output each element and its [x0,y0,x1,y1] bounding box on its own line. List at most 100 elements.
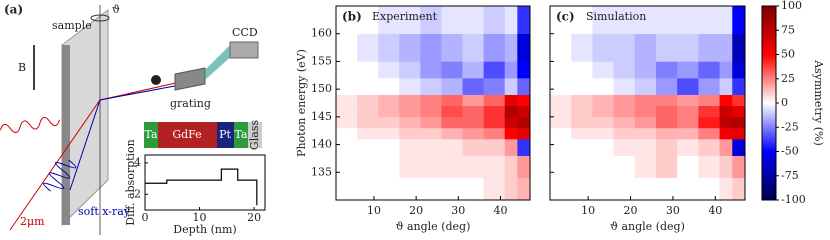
line [145,168,258,206]
x-tick-label: 0 [142,211,149,224]
heatmap-cell [613,155,636,179]
plot-frame [144,154,266,211]
label: B [18,61,26,74]
heatmap-cell [677,94,699,107]
heatmap-cell [336,78,358,95]
heatmap-cell [420,33,442,62]
colorbar [761,5,777,201]
heatmap-cell [504,155,518,179]
heatmap-cell [732,177,746,201]
heatmap-cell [698,127,720,140]
heatmap-cell [732,94,746,107]
heatmap-cell [719,61,733,79]
heatmap-cell [571,33,593,62]
heatmap-cell [592,127,614,140]
heatmap-cell [504,116,518,129]
heatmap-cell [441,61,463,79]
heatmap-cell [357,61,379,79]
heatmap-cell [698,105,720,118]
heatmap-cell [357,127,379,140]
heatmap-cell [613,6,636,35]
heatmap-cell [483,155,505,179]
heatmap-cell [336,33,358,62]
heatmap-cell [441,105,463,118]
heatmap-cell [550,105,572,118]
heatmap-cell [483,177,505,201]
heatmap-cell [655,6,678,35]
x-tick-label: 10 [193,211,207,224]
heatmap-cell [655,116,678,129]
heatmap-cell [399,94,421,107]
y-axis-label: Diff. absorption [124,139,137,226]
heatmap-cell [378,78,400,95]
heatmap-cell [634,61,657,79]
x-tick-label: 20 [409,204,423,217]
heatmap-cell [378,105,400,118]
heatmap-cell [504,78,518,95]
heatmap-cell [592,6,614,35]
heatmap-cell [336,116,358,129]
heatmap-cell [462,33,484,62]
heatmap-cell [357,33,379,62]
heatmap-cell [634,78,657,95]
heatmap-cell [517,33,531,62]
heatmap-cell [399,116,421,129]
x-tick-label: 10 [367,204,381,217]
heatmap-cell [399,33,421,62]
heatmap-cell [732,116,746,129]
heatmap-cell [677,155,699,179]
heatmap-cell [441,116,463,129]
heatmap-cell [357,78,379,95]
colorbar-tick-label: -100 [781,193,806,206]
heatmap-cell [719,127,733,140]
heatmap-cell [677,116,699,129]
x-tick-label: 20 [247,211,261,224]
heatmap-cell [504,177,518,201]
heatmap-cell [550,33,572,62]
heatmap-cell [571,105,593,118]
heatmap-cell [420,78,442,95]
heatmap-cell [698,78,720,95]
heatmap-cell [732,139,746,156]
label: CCD [232,26,258,39]
heatmap-cell [357,139,379,156]
heatmap-cell [655,105,678,118]
heatmap-cell [378,33,400,62]
heatmap-cell [655,61,678,79]
heatmap-cell [517,105,531,118]
colorbar-tick-label: 75 [781,23,795,36]
y-tick-label: 150 [311,82,332,95]
y-tick-label: 4 [134,156,141,169]
heatmap-cell [592,155,614,179]
heatmap-cell [719,94,733,107]
heatmap-cell [483,78,505,95]
heatmap-cell [336,177,358,201]
x-tick-label: 40 [493,204,507,217]
heatmap-cell [634,33,657,62]
heatmap-cell [517,78,531,95]
plot-frame [549,5,746,201]
heatmap-cell [677,6,699,35]
heatmap-cell [719,155,733,179]
heatmap-cell [613,116,636,129]
heatmap-cell [634,105,657,118]
heatmap-cell [732,78,746,95]
x-tick-label: 30 [451,204,465,217]
heatmap-cell [420,94,442,107]
heatmap-cell [634,116,657,129]
heatmap-cell [357,116,379,129]
heatmap-cell [592,116,614,129]
heatmap-cell [732,33,746,62]
heatmap-cell [504,61,518,79]
colorbar-label: Asymmetry (%) [812,59,825,146]
heatmap-cell [698,155,720,179]
heatmap-cell [732,127,746,140]
heatmap-cell [399,177,421,201]
layer-label: Ta [234,128,247,141]
heatmap-cell [336,127,358,140]
heatmap-cell [399,78,421,95]
colorbar-tick-label: -50 [781,145,799,158]
x-axis-label: ϑ angle (deg) [610,220,685,233]
heatmap-cell [613,61,636,79]
heatmap-cell [462,105,484,118]
